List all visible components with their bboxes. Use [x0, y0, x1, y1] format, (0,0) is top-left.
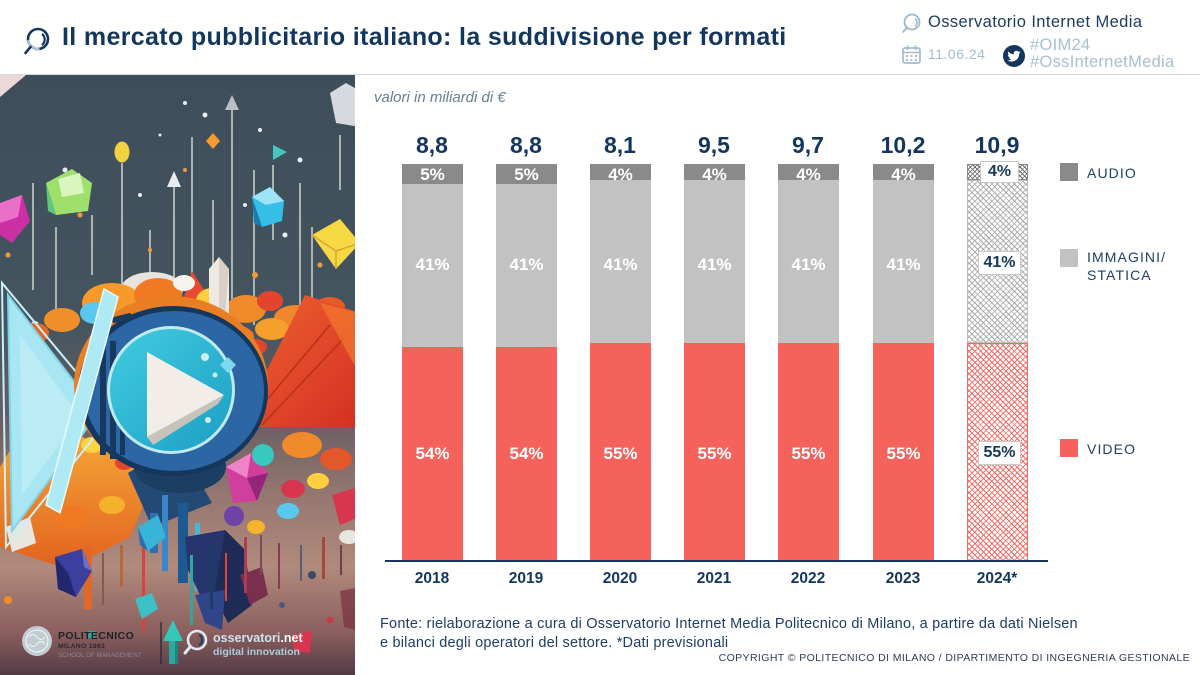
- svg-text:MILANO 1863: MILANO 1863: [58, 643, 105, 650]
- svg-text:SCHOOL OF MANAGEMENT: SCHOOL OF MANAGEMENT: [58, 653, 142, 659]
- svg-text:osservatori.net: osservatori.net: [213, 631, 303, 645]
- svg-text:POLITECNICO: POLITECNICO: [58, 630, 134, 642]
- svg-text:digital innovation: digital innovation: [213, 646, 300, 658]
